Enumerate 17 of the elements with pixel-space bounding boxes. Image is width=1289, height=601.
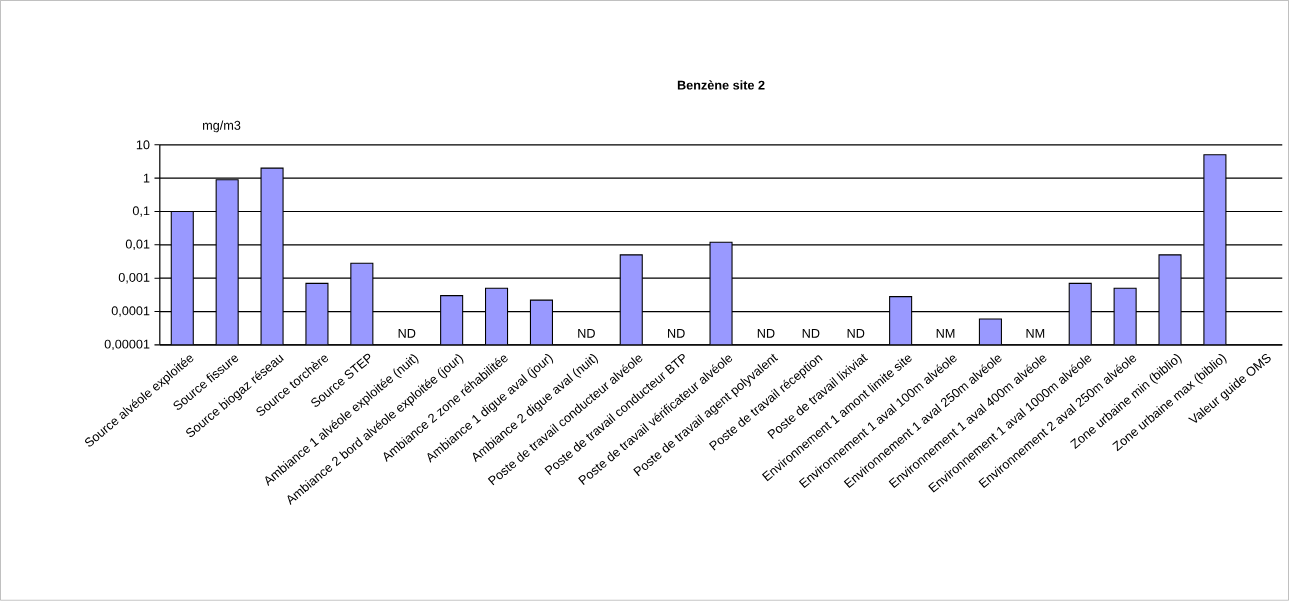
y-tick-label: 1 — [143, 173, 150, 183]
annotation: ND — [578, 329, 595, 338]
y-axis-title: mg/m3 — [203, 120, 241, 133]
annotation: ND — [398, 329, 416, 338]
y-tick-label: 0,1 — [132, 206, 150, 217]
annotation: NM — [1026, 329, 1045, 338]
annotation: ND — [668, 329, 685, 338]
y-tick-label: 10 — [136, 140, 150, 150]
y-tick-label: 0,001 — [118, 273, 150, 284]
y-tick-label: 0,0001 — [111, 306, 150, 317]
y-tick-label: 0,00001 — [104, 339, 150, 351]
chart-title: Benzène site 2 — [677, 80, 765, 90]
y-tick-label: 0,01 — [125, 239, 150, 251]
annotation: ND — [847, 329, 865, 338]
annotation: ND — [757, 329, 775, 338]
annotation: ND — [802, 329, 820, 338]
annotation: NM — [936, 329, 955, 338]
